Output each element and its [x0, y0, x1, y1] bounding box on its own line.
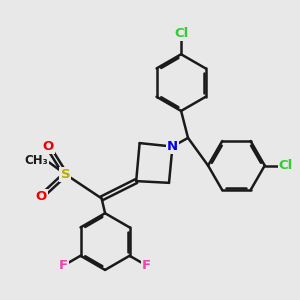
- Text: F: F: [59, 259, 68, 272]
- Text: Cl: Cl: [174, 26, 188, 40]
- Text: O: O: [42, 140, 54, 153]
- Text: N: N: [167, 140, 178, 153]
- Text: S: S: [61, 168, 70, 181]
- Text: Cl: Cl: [279, 159, 293, 172]
- Text: F: F: [142, 259, 152, 272]
- Text: O: O: [35, 190, 47, 203]
- Text: CH₃: CH₃: [24, 154, 48, 167]
